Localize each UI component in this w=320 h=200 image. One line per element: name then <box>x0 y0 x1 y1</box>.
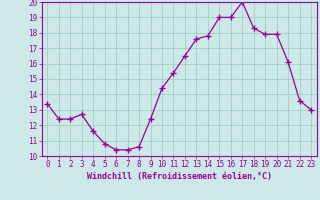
X-axis label: Windchill (Refroidissement éolien,°C): Windchill (Refroidissement éolien,°C) <box>87 172 272 181</box>
